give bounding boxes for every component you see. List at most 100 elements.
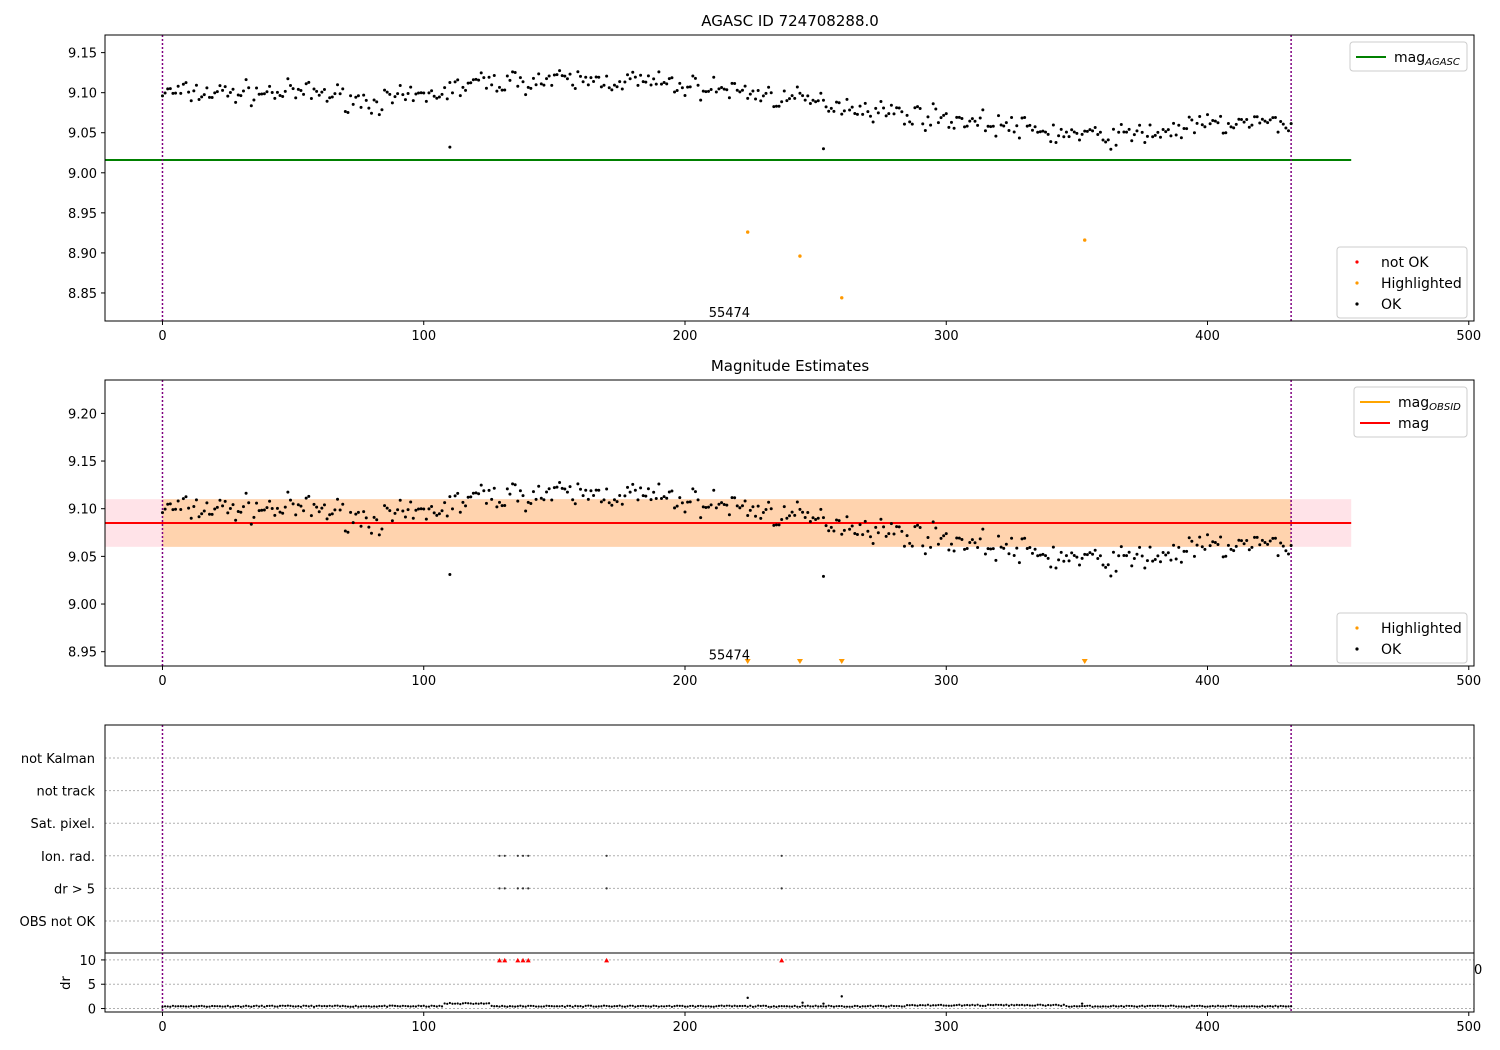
ok-point <box>639 73 643 77</box>
ok-point <box>1057 134 1061 138</box>
ok-point <box>1219 535 1223 539</box>
ok-point <box>636 83 640 87</box>
dr-point <box>380 1005 384 1008</box>
ok-point <box>453 494 457 498</box>
ok-point <box>769 507 773 511</box>
panel2-xtick-label: 200 <box>673 674 698 689</box>
ok-point <box>398 498 402 502</box>
dr-point <box>1240 1005 1243 1008</box>
dr-point <box>1052 1003 1055 1007</box>
ok-point <box>1036 554 1040 558</box>
ok-point <box>401 93 405 97</box>
ok-point <box>675 89 679 93</box>
ok-point <box>291 502 295 506</box>
dr-point <box>1245 1005 1248 1008</box>
ok-point <box>832 109 836 113</box>
dr-point <box>456 1002 459 1005</box>
ok-point <box>268 84 272 88</box>
ok-point <box>735 504 739 508</box>
ok-point <box>795 85 799 89</box>
ok-point <box>934 526 938 530</box>
ok-point <box>168 87 172 91</box>
ok-point <box>788 514 791 518</box>
ok-point <box>265 90 269 94</box>
dr-point <box>179 1005 182 1008</box>
ok-point <box>375 518 379 522</box>
ok-point <box>288 84 292 88</box>
ok-point <box>618 493 622 497</box>
ok-point <box>304 82 308 86</box>
dr-point <box>448 1001 451 1005</box>
ok-point <box>722 503 726 507</box>
ok-point <box>322 503 326 507</box>
dr-point <box>211 1004 214 1008</box>
ok-point <box>1153 557 1157 561</box>
ok-point <box>450 507 454 511</box>
flag-point <box>521 854 525 857</box>
dr-point <box>258 1005 261 1008</box>
ok-point <box>1114 569 1118 573</box>
ok-point <box>1213 119 1217 123</box>
dr-point <box>994 1003 997 1006</box>
ok-point <box>1279 120 1283 124</box>
panel2-lower-legend-marker <box>1355 626 1359 630</box>
ok-point <box>615 500 619 504</box>
highlighted-point <box>1083 238 1087 242</box>
dr-point <box>649 1005 653 1008</box>
ok-point <box>976 546 980 550</box>
ok-point <box>309 514 313 518</box>
dr-point <box>660 1005 663 1008</box>
dr-point <box>440 1005 444 1008</box>
dr-point <box>775 1005 778 1008</box>
panel1-xtick-label: 400 <box>1195 329 1220 344</box>
ok-point <box>631 482 635 486</box>
ok-point <box>414 508 418 512</box>
ok-point <box>1104 565 1108 569</box>
dr-point <box>1284 1005 1287 1008</box>
dr-point <box>197 1005 201 1008</box>
ok-point <box>1224 554 1228 558</box>
ok-point <box>450 91 454 95</box>
ok-point <box>1117 130 1121 134</box>
ok-point <box>931 102 935 106</box>
ok-point <box>599 500 603 504</box>
ok-point <box>432 94 436 98</box>
dr-point <box>1198 1004 1201 1007</box>
dr-point <box>851 1005 854 1008</box>
dr-point <box>665 1004 668 1008</box>
dr-point <box>733 1004 736 1007</box>
ok-point <box>680 86 684 90</box>
ok-point <box>1203 125 1207 129</box>
ok-point <box>200 95 204 99</box>
ok-point <box>474 77 478 81</box>
dr-point <box>453 1002 457 1005</box>
ok-point <box>226 94 230 98</box>
ok-point <box>385 506 389 510</box>
ok-point <box>738 506 742 510</box>
ok-point <box>221 88 225 92</box>
dr-point <box>331 1005 334 1008</box>
ok-point <box>740 504 744 508</box>
dr-point <box>1013 1004 1016 1007</box>
ok-point <box>419 91 423 95</box>
dr-point <box>662 1005 666 1008</box>
ok-point <box>607 501 611 505</box>
dr-point <box>898 1004 901 1008</box>
ok-point <box>422 507 426 511</box>
dr-point <box>166 1005 169 1008</box>
dr-point <box>730 1005 734 1008</box>
ok-point <box>213 507 217 511</box>
ok-point <box>814 517 818 521</box>
dr-point <box>582 1005 585 1008</box>
ok-point <box>790 510 794 514</box>
ok-point <box>296 503 300 507</box>
dr-clipped-marker <box>525 957 531 963</box>
ok-point <box>628 77 632 81</box>
ok-point <box>1245 539 1249 543</box>
dr-point <box>263 1005 266 1008</box>
ok-point <box>1101 563 1105 567</box>
ok-point <box>417 91 421 95</box>
dr-point <box>273 1005 276 1008</box>
ok-point <box>396 508 400 512</box>
dr-point <box>247 1005 250 1008</box>
